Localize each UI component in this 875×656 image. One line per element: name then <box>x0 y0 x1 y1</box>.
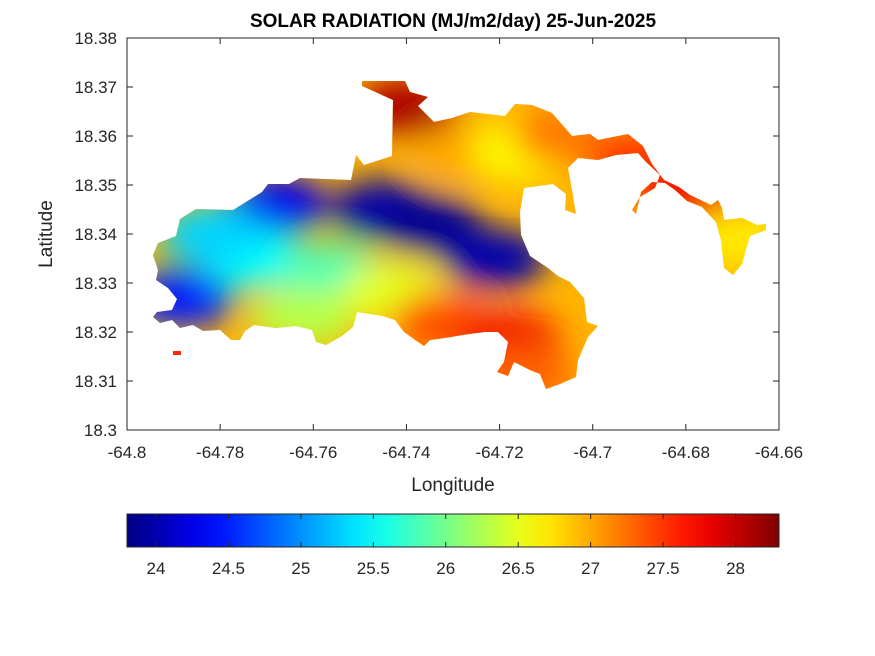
colorbar-tick-label: 28 <box>726 559 745 578</box>
y-tick-label: 18.36 <box>74 127 117 146</box>
y-tick-label: 18.37 <box>74 78 117 97</box>
y-tick-label: 18.38 <box>74 29 117 48</box>
heatmap-cell <box>442 228 547 289</box>
heatmap-cell <box>158 204 263 264</box>
colorbar-tick-label: 24 <box>147 559 166 578</box>
x-tick-label: -64.78 <box>196 443 244 462</box>
x-tick-label: -64.66 <box>755 443 803 462</box>
chart-title: SOLAR RADIATION (MJ/m2/day) 25-Jun-2025 <box>250 11 657 32</box>
colorbar-tick-label: 27.5 <box>647 559 680 578</box>
y-tick-label: 18.33 <box>74 274 117 293</box>
colorbar-tick-label: 25 <box>291 559 310 578</box>
y-tick-label: 18.34 <box>74 225 117 244</box>
y-axis-label: Latitude <box>36 200 57 268</box>
colorbar-tick-label: 26.5 <box>502 559 535 578</box>
map-speck <box>173 351 181 355</box>
x-tick-label: -64.7 <box>573 443 612 462</box>
x-axis-label: Longitude <box>411 475 494 496</box>
x-tick-label: -64.76 <box>289 443 337 462</box>
y-tick-label: 18.35 <box>74 176 117 195</box>
y-tick-label: 18.3 <box>84 421 117 440</box>
x-tick-label: -64.72 <box>475 443 523 462</box>
colorbar-tick-label: 24.5 <box>212 559 245 578</box>
x-tick-label: -64.74 <box>382 443 430 462</box>
x-tick-label: -64.8 <box>108 443 147 462</box>
y-tick-label: 18.31 <box>74 372 117 391</box>
y-tick-label: 18.32 <box>74 323 117 342</box>
colorbar-tick-label: 25.5 <box>357 559 390 578</box>
x-tick-label: -64.68 <box>662 443 710 462</box>
colorbar-tick-label: 26 <box>436 559 455 578</box>
colorbar-tick-label: 27 <box>581 559 600 578</box>
colorbar <box>126 513 780 548</box>
